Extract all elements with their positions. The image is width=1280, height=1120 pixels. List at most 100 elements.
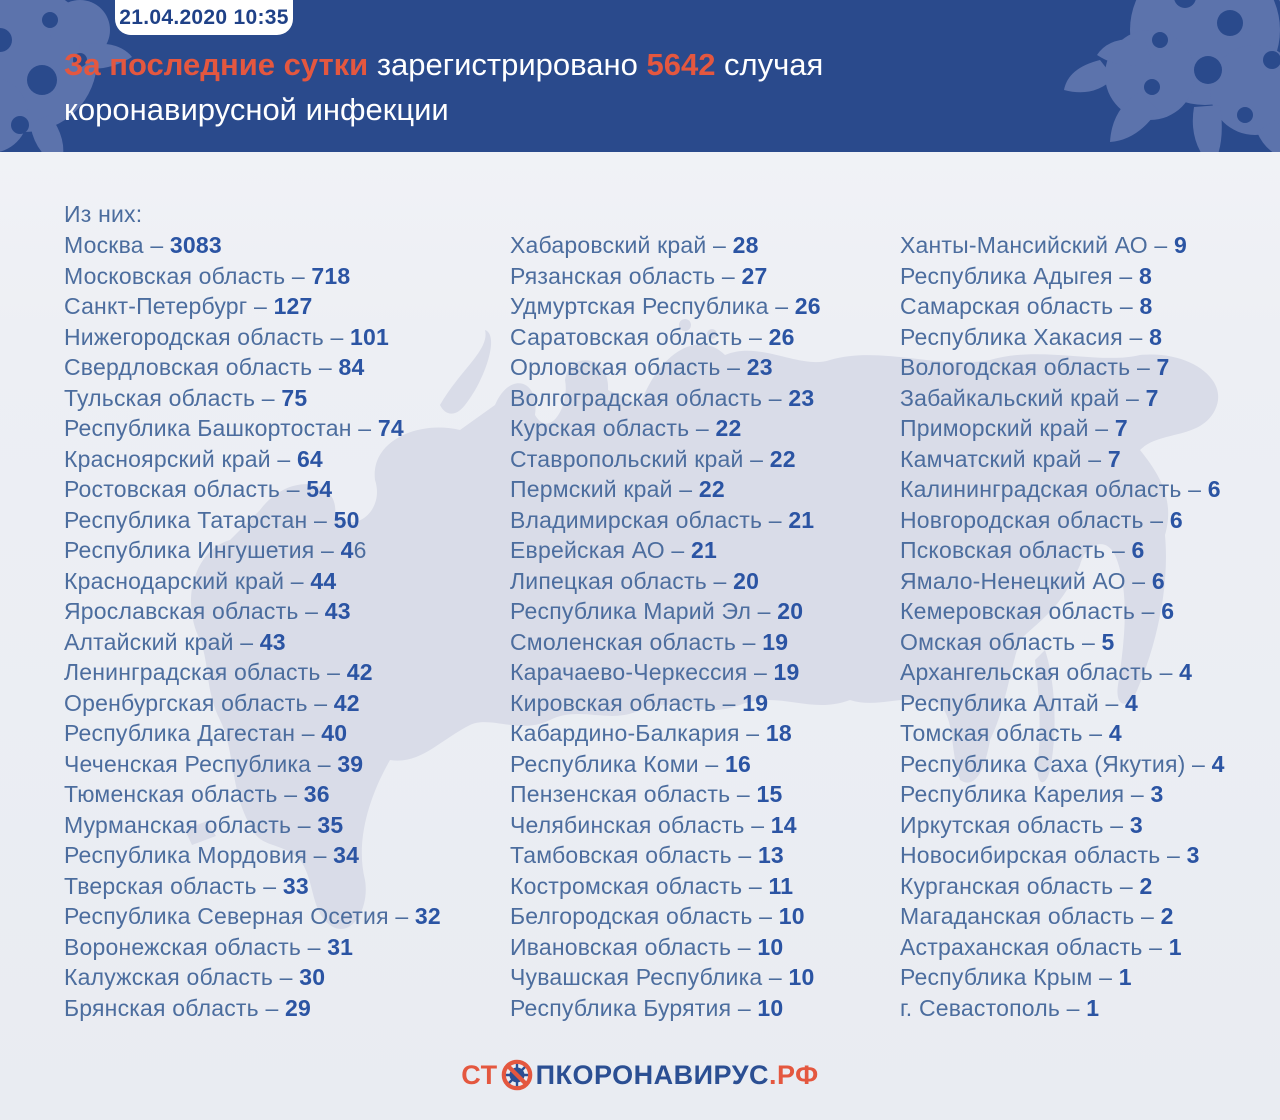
region-row: Пермский край – 22 [510, 474, 890, 505]
no-virus-icon [501, 1059, 532, 1091]
region-row: Ивановская область – 10 [510, 932, 890, 963]
region-name: Курганская область – [900, 872, 1140, 899]
region-row: Кировская область – 19 [510, 688, 890, 719]
region-row: Республика Карелия – 3 [900, 779, 1275, 810]
region-name: Омская область – [900, 628, 1102, 655]
region-row: Рязанская область – 27 [510, 261, 890, 292]
region-name: Кабардино-Балкария – [510, 720, 766, 746]
region-value: 7 [1114, 415, 1128, 441]
region-row: Ставропольский край – 22 [510, 444, 890, 475]
region-name: Челябинская область – [510, 811, 771, 838]
region-name: Чувашская Республика – [510, 964, 789, 990]
region-value: 4 [1211, 750, 1225, 777]
region-name: г. Севастополь – [900, 994, 1087, 1021]
region-row: Тамбовская область – 13 [510, 840, 890, 871]
region-value: 10 [757, 994, 784, 1021]
region-row: Курганская область – 2 [900, 871, 1275, 902]
region-value: 6 [1131, 537, 1145, 563]
region-name: Московская область – [64, 262, 312, 289]
region-row: Чеченская Республика – 39 [64, 749, 494, 780]
region-value: 4 [1179, 659, 1193, 685]
region-value: 127 [273, 293, 313, 319]
region-name: Удмуртская Республика – [510, 293, 795, 319]
region-row: Республика Татарстан – 50 [64, 505, 494, 536]
region-row: Иркутская область – 3 [900, 810, 1275, 841]
region-row: Республика Адыгея – 8 [900, 261, 1275, 292]
region-row: Камчатский край – 7 [900, 444, 1275, 475]
region-value: 10 [757, 933, 784, 960]
region-name: Иркутская область – [900, 811, 1130, 838]
headline-suffix: случая [715, 47, 824, 82]
region-name: Астраханская область – [900, 933, 1169, 960]
region-value: 20 [777, 598, 804, 624]
region-row: Костромская область – 11 [510, 871, 890, 902]
region-row: Брянская область – 29 [64, 993, 494, 1024]
region-row: Республика Башкортостан – 74 [64, 413, 494, 444]
region-row: Республика Дагестан – 40 [64, 718, 494, 749]
region-value: 6 [1151, 567, 1165, 594]
region-value: 10 [778, 903, 805, 929]
region-name: Москва – [64, 232, 170, 258]
region-name: Республика Северная Осетия – [64, 903, 415, 929]
region-value: 43 [259, 628, 286, 655]
region-name: Приморский край – [900, 415, 1115, 441]
region-row: Белгородская область – 10 [510, 901, 890, 932]
region-name: Псковская область – [900, 537, 1132, 563]
region-name: Алтайский край – [64, 628, 260, 655]
region-value: 74 [377, 415, 404, 441]
region-row: Орловская область – 23 [510, 352, 890, 383]
region-row: г. Севастополь – 1 [900, 993, 1275, 1024]
region-row: Пензенская область – 15 [510, 779, 890, 810]
region-row: Республика Алтай – 4 [900, 688, 1275, 719]
region-value: 13 [757, 842, 784, 868]
region-value: 101 [350, 323, 390, 350]
region-name: Пензенская область – [510, 781, 757, 807]
region-name: Новгородская область – [900, 506, 1170, 533]
region-name: Свердловская область – [64, 354, 339, 380]
region-value: 6 [1207, 476, 1221, 502]
region-name: Республика Башкортостан – [64, 415, 378, 441]
region-name: Вологодская область – [900, 354, 1157, 380]
region-name: Пермский край – [510, 476, 699, 502]
region-row: Удмуртская Республика – 26 [510, 291, 890, 322]
region-name: Ростовская область – [64, 476, 307, 502]
region-row: Республика Ингушетия – 46 [64, 535, 494, 566]
region-row: Воронежская область – 31 [64, 932, 494, 963]
region-value-light: 6 [353, 537, 367, 563]
region-name: Новосибирская область – [900, 842, 1187, 868]
region-value: 31 [327, 933, 354, 960]
region-name: Ставропольский край – [510, 445, 770, 472]
region-value: 54 [306, 476, 333, 502]
region-value: 2 [1160, 903, 1174, 929]
region-name: Смоленская область – [510, 628, 763, 655]
region-value: 23 [788, 384, 815, 411]
region-value: 2 [1139, 872, 1153, 899]
list-intro: Из них: [64, 201, 143, 227]
region-row: Липецкая область – 20 [510, 566, 890, 597]
region-row: Оренбургская область – 42 [64, 688, 494, 719]
region-value: 14 [770, 811, 797, 838]
region-name: Кировская область – [510, 689, 743, 716]
headline-count: 5642 [646, 47, 716, 82]
region-value: 16 [725, 750, 751, 777]
region-row: Забайкальский край – 7 [900, 383, 1275, 414]
region-value: 42 [333, 689, 360, 716]
region-row: Новосибирская область – 3 [900, 840, 1275, 871]
region-row: Карачаево-Черкессия – 19 [510, 657, 890, 688]
region-name: Рязанская область – [510, 262, 742, 289]
region-name: Республика Карелия – [900, 781, 1151, 807]
region-value: 30 [299, 964, 326, 990]
region-column-2: Хабаровский край – 28 Рязанская область –… [510, 230, 890, 1023]
region-row: Тульская область – 75 [64, 383, 494, 414]
region-value: 3 [1186, 842, 1200, 868]
region-value: 33 [282, 872, 309, 899]
region-value: 64 [296, 445, 323, 472]
region-name: Ханты-Мансийский АО – [900, 232, 1175, 258]
region-row: Кабардино-Балкария – 18 [510, 718, 890, 749]
region-name: Нижегородская область – [64, 323, 351, 350]
region-name: Республика Бурятия – [510, 994, 758, 1021]
headline-line2: коронавирусной инфекции [64, 92, 449, 127]
region-name: Забайкальский край – [900, 384, 1146, 411]
region-value: 15 [756, 781, 783, 807]
region-name: Хабаровский край – [510, 232, 733, 258]
